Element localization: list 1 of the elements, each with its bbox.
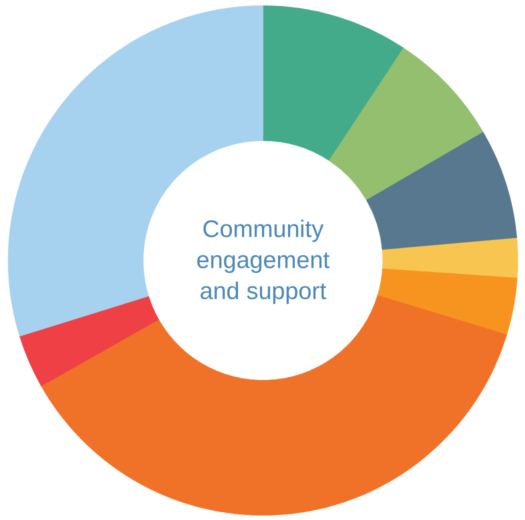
text: Community engagement and support (196, 216, 330, 306)
